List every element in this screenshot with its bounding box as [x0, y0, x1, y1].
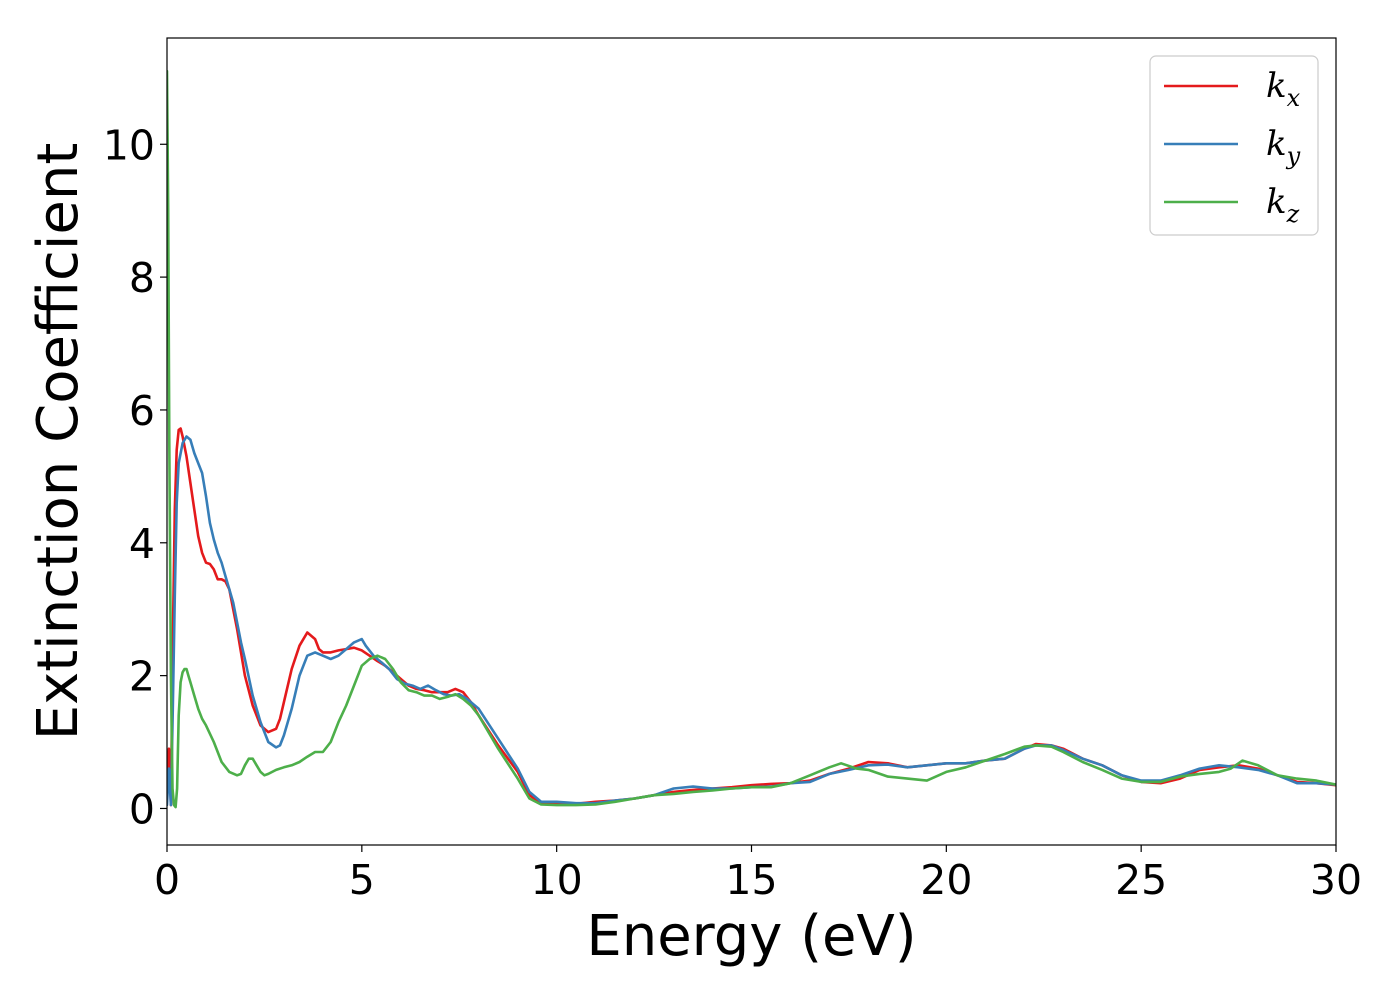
- axis-ticks: 0 5 10 15 20 25 30 0 2 4 6 8 10: [103, 121, 1362, 904]
- legend-label-x: kx: [1266, 66, 1301, 112]
- legend-box: [1149, 55, 1319, 236]
- y-tick-label: 8: [129, 254, 155, 302]
- x-axis-label: Energy (eV): [586, 904, 916, 969]
- y-tick-label: 4: [129, 520, 155, 568]
- y-tick-label: 0: [129, 785, 155, 833]
- y-tick-label: 6: [129, 387, 155, 435]
- y-tick-label: 10: [103, 121, 155, 169]
- x-tick-label: 25: [1115, 856, 1167, 904]
- y-axis-label: Extinction Coefficient: [26, 143, 91, 741]
- series-layer: [167, 69, 1336, 809]
- legend: kx ky kz: [1149, 55, 1319, 236]
- series-line-z: [167, 69, 1336, 809]
- x-tick-label: 15: [725, 856, 777, 904]
- legend-label-z: kz: [1266, 182, 1300, 228]
- x-tick-label: 5: [349, 856, 375, 904]
- y-tick-label: 2: [129, 653, 155, 701]
- x-tick-label: 30: [1310, 856, 1362, 904]
- x-tick-label: 10: [531, 856, 583, 904]
- series-line-x: [167, 427, 1336, 807]
- series-line-y: [167, 435, 1336, 807]
- x-tick-label: 0: [154, 856, 180, 904]
- legend-label-y: ky: [1266, 124, 1301, 170]
- x-tick-label: 20: [920, 856, 972, 904]
